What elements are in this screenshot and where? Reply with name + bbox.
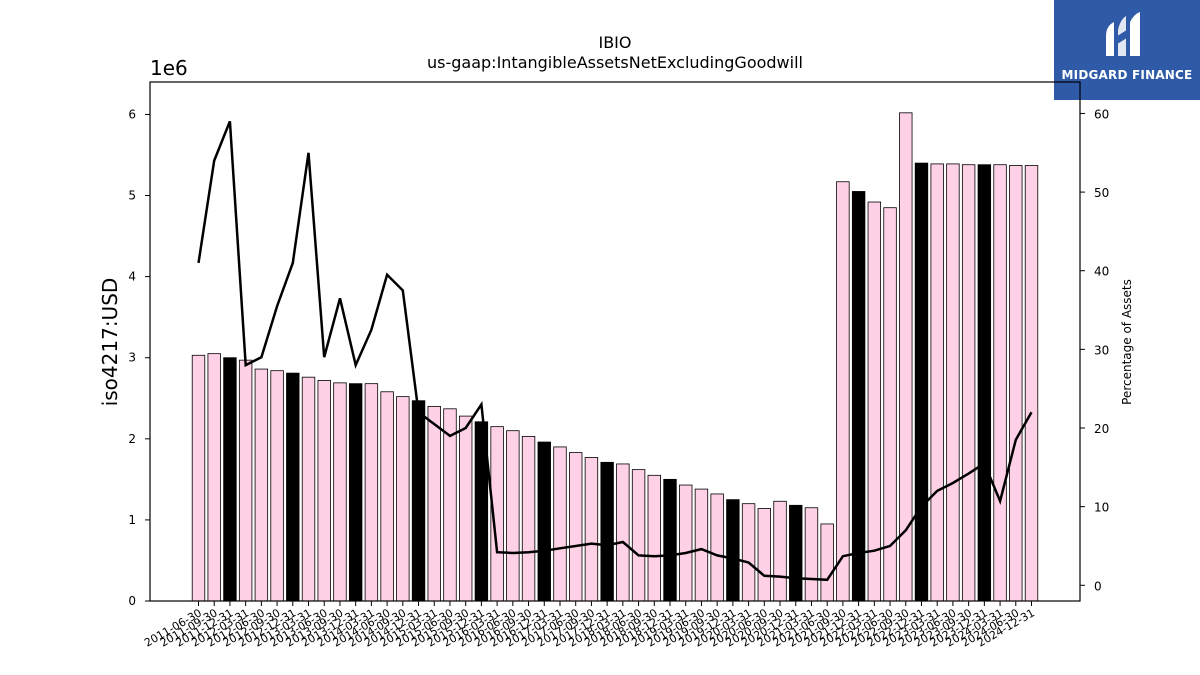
bar-2016-12-31 xyxy=(537,441,551,602)
y2-axis-label: Percentage of Assets xyxy=(1120,279,1134,405)
bar-2015-06-30 xyxy=(443,408,457,602)
bar-series xyxy=(191,112,1039,602)
bar-2013-03-31 xyxy=(301,376,316,602)
bar-2011-12-31 xyxy=(223,357,237,602)
y-axis-ticks: 0 1 2 3 4 5 6 xyxy=(128,107,150,608)
bar-2021-12-31 xyxy=(851,191,866,602)
bar-2012-03-31 xyxy=(238,359,253,602)
y-tick-label: 2 xyxy=(128,432,136,446)
bar-2021-06-30 xyxy=(820,523,834,602)
bar-2013-12-31 xyxy=(348,383,363,602)
bar-2020-12-31 xyxy=(789,504,803,602)
brand-logo: MIDGARD FINANCE xyxy=(1054,0,1200,100)
y2-tick-label: 30 xyxy=(1094,343,1109,357)
bar-2015-09-30 xyxy=(459,415,473,602)
y-tick-label: 0 xyxy=(128,594,136,608)
bar-2017-09-30 xyxy=(584,457,599,602)
bar-2012-06-30 xyxy=(254,368,269,602)
chart-title: IBIO xyxy=(598,33,631,52)
bar-2014-06-30 xyxy=(380,391,394,602)
percentage-line xyxy=(197,120,1033,582)
bar-2011-09-30 xyxy=(207,353,221,602)
bar-2024-03-31 xyxy=(993,164,1007,602)
bar-2021-09-30 xyxy=(836,181,850,602)
bar-2023-03-31 xyxy=(930,163,944,602)
y-tick-label: 6 xyxy=(128,107,136,121)
bar-2020-06-30 xyxy=(757,508,771,602)
bar-2016-06-30 xyxy=(506,430,520,602)
y2-tick-label: 50 xyxy=(1094,186,1109,200)
bar-2024-12-31 xyxy=(1024,165,1039,602)
bar-2018-03-31 xyxy=(616,463,630,602)
bar-2022-09-30 xyxy=(899,112,913,602)
y2-tick-label: 10 xyxy=(1094,501,1109,515)
bar-2014-12-31 xyxy=(411,400,426,602)
y2-tick-label: 20 xyxy=(1094,422,1109,436)
y-tick-label: 1 xyxy=(128,513,136,527)
bar-2018-12-31 xyxy=(663,478,677,602)
y-tick-label: 4 xyxy=(128,270,136,284)
bar-2019-06-30 xyxy=(694,488,709,602)
bar-2014-03-31 xyxy=(364,383,379,602)
y-axis-label: iso4217:USD xyxy=(98,278,122,407)
x-axis-ticks: 2011-06-302011-09-302011-12-312012-03-31… xyxy=(142,601,1037,650)
bar-2020-03-31 xyxy=(741,503,756,602)
bar-2023-12-31 xyxy=(977,164,992,602)
bar-2018-09-30 xyxy=(647,474,661,602)
bar-2021-03-31 xyxy=(804,507,819,602)
bar-2024-06-30 xyxy=(1009,165,1023,602)
bar-2013-06-30 xyxy=(317,380,331,602)
midgard-m-logo-icon xyxy=(1106,12,1140,56)
bar-2020-09-30 xyxy=(773,500,787,602)
y2-axis-ticks: 0 10 20 30 40 50 60 xyxy=(1080,107,1109,593)
bar-2015-03-31 xyxy=(427,405,441,602)
plot-frame xyxy=(149,81,1081,602)
bar-2017-03-31 xyxy=(553,446,567,602)
bar-2018-06-30 xyxy=(631,469,646,602)
bar-2023-06-30 xyxy=(946,163,960,602)
y-axis-offset-text: 1e6 xyxy=(150,56,188,80)
bar-2012-09-30 xyxy=(270,370,284,602)
bar-2019-12-31 xyxy=(726,499,740,602)
y2-tick-label: 0 xyxy=(1094,579,1102,593)
brand-name: MIDGARD FINANCE xyxy=(1061,68,1193,82)
y2-tick-label: 40 xyxy=(1094,265,1109,279)
bar-2013-09-30 xyxy=(333,382,347,602)
y-tick-label: 5 xyxy=(128,189,136,203)
bar-2011-06-30 xyxy=(191,354,206,602)
bar-2017-06-30 xyxy=(569,452,583,602)
bar-2019-03-31 xyxy=(679,484,693,602)
y-tick-label: 3 xyxy=(128,351,136,365)
bar-2022-12-31 xyxy=(914,162,929,602)
bar-2012-12-31 xyxy=(286,372,300,602)
y2-tick-label: 60 xyxy=(1094,107,1109,121)
bar-2023-09-30 xyxy=(961,164,976,602)
bar-2017-12-31 xyxy=(600,461,614,602)
chart-subtitle: us-gaap:IntangibleAssetsNetExcludingGood… xyxy=(427,53,803,72)
bar-2019-09-30 xyxy=(710,493,724,602)
bar-2014-09-30 xyxy=(396,396,410,602)
bar-2016-09-30 xyxy=(521,435,536,602)
bar-2022-03-31 xyxy=(867,201,882,602)
